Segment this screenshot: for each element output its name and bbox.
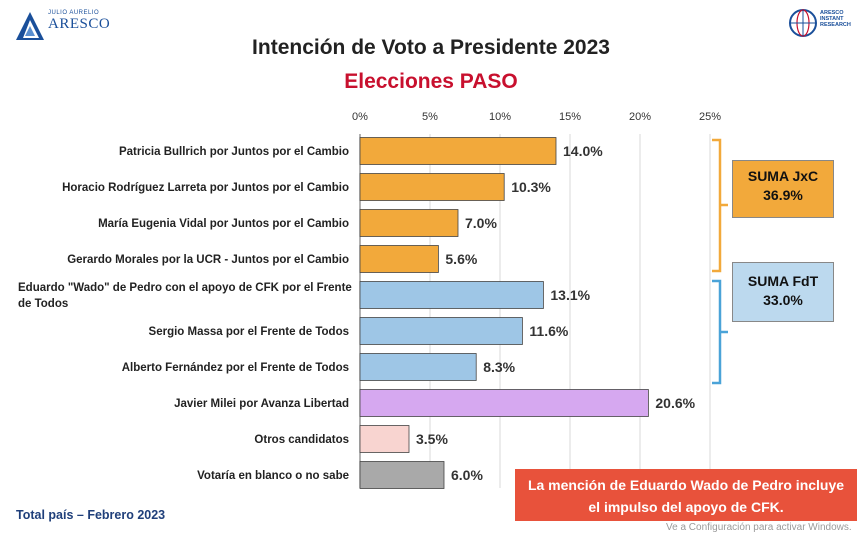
category-label: Votaría en blanco o no sabe [197,470,349,482]
logo-brand-text: ARESCO [48,16,111,32]
x-tick-label: 15% [559,111,581,123]
aresco-triangle-icon [16,12,44,40]
x-tick-label: 20% [629,111,651,123]
bar-value-label: 6.0% [451,467,483,483]
x-tick-label: 25% [699,111,721,123]
chart-subtitle: Elecciones PASO [344,70,518,93]
bar-value-label: 14.0% [563,143,603,159]
bar-value-label: 5.6% [445,251,477,267]
bar-value-label: 11.6% [529,323,568,339]
bar [359,281,544,309]
category-label: Gerardo Morales por la UCR - Juntos por … [67,254,349,266]
bar-value-label: 8.3% [483,359,515,375]
logo-small-text: JULIO AURELIO [48,10,100,16]
suma-fdt-label: SUMA FdT [747,273,819,289]
windows-activation-watermark: Ve a Configuración para activar Windows. [666,522,852,533]
suma-jxc-box: SUMA JxC 36.9% [732,160,834,218]
bar-value-label: 10.3% [511,179,551,195]
bar-value-label: 3.5% [416,431,448,447]
bar [359,137,557,165]
x-tick-label: 10% [489,111,511,123]
info-note: La mención de Eduardo Wado de Pedro incl… [515,469,857,521]
footer-note: Total país – Febrero 2023 [16,508,166,522]
category-label: María Eugenia Vidal por Juntos por el Ca… [98,218,349,230]
aresco-instant-research-logo: ARESCO INSTANT RESEARCH [788,4,854,46]
category-label: Sergio Massa por el Frente de Todos [149,326,349,338]
suma-jxc-value: 36.9% [763,187,803,203]
suma-jxc-label: SUMA JxC [747,168,819,184]
bar [359,317,523,345]
suma-fdt-box: SUMA FdT 33.0% [732,262,834,322]
aresco-logo: JULIO AURELIO ARESCO [14,10,124,46]
category-label: Patricia Bullrich por Juntos por el Camb… [119,146,349,158]
info-note-line1: La mención de Eduardo Wado de Pedro incl… [527,477,845,493]
x-tick-label: 0% [352,111,368,123]
chart-title: Intención de Voto a Presidente 2023 [252,36,610,59]
globe-icon [789,9,817,37]
info-note-line2: el impulso del apoyo de CFK. [588,499,784,515]
bar [359,245,439,273]
category-label: Eduardo "Wado" de Pedro con el apoyo de … [18,282,352,310]
bar-value-label: 20.6% [655,395,695,411]
logo-right-text: ARESCO INSTANT RESEARCH [820,10,851,28]
bar [359,461,445,489]
bar [359,209,459,237]
bar-value-label: 7.0% [465,215,497,231]
suma-fdt-value: 33.0% [763,292,803,308]
bar-value-label: 13.1% [550,287,590,303]
category-label: Javier Milei por Avanza Libertad [174,398,349,410]
bar [359,173,505,201]
category-label: Alberto Fernández por el Frente de Todos [122,362,349,374]
fdt-bracket [712,279,728,385]
bar [359,389,649,417]
x-tick-label: 5% [422,111,438,123]
category-label: Horacio Rodríguez Larreta por Juntos por… [62,182,349,194]
bar [359,353,477,381]
category-label: Otros candidatos [254,434,349,446]
jxc-bracket [712,138,728,273]
bar [359,425,410,453]
